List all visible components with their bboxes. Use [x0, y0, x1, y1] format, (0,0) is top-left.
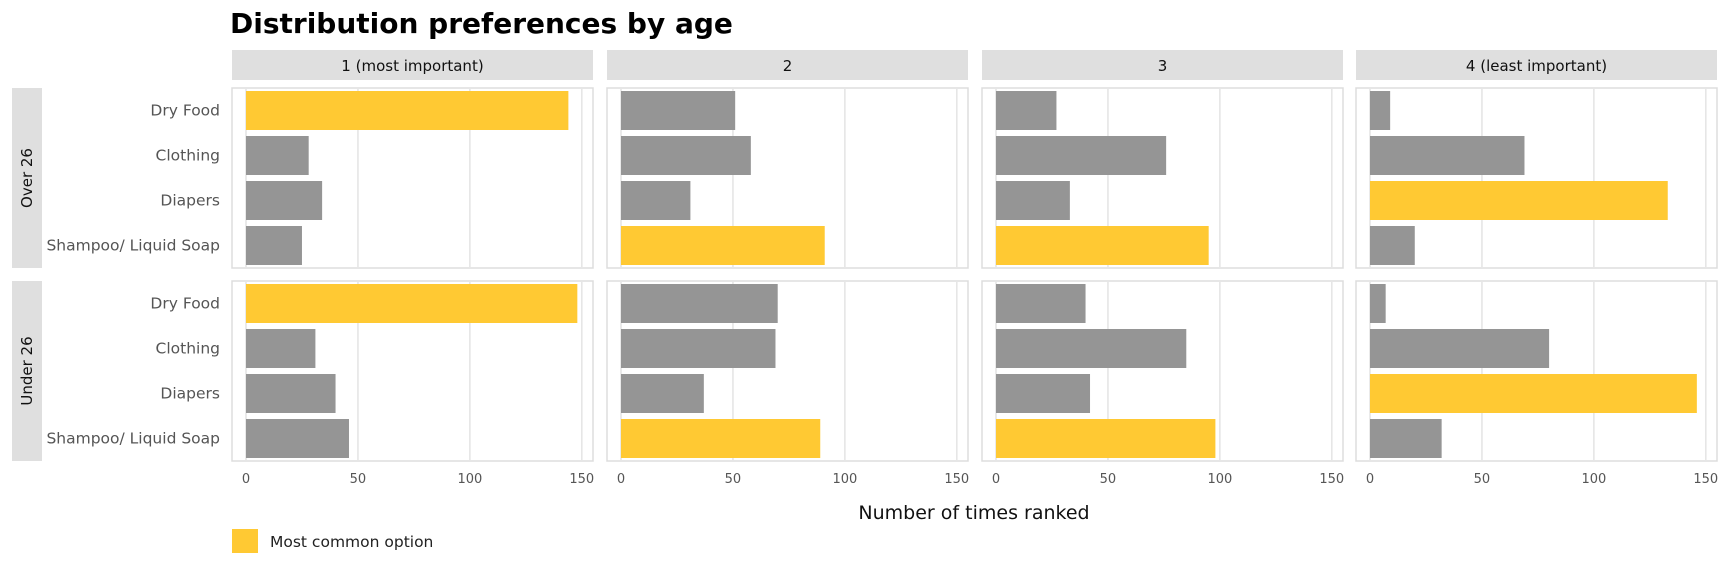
- row-strip: [12, 88, 42, 268]
- bar: [246, 374, 336, 413]
- legend-swatch: [232, 529, 258, 553]
- bar: [996, 226, 1209, 265]
- bar: [246, 136, 309, 175]
- category-label: Dry Food: [150, 102, 220, 120]
- x-tick-label: 150: [569, 472, 594, 487]
- panel-border: [1355, 87, 1718, 269]
- bar: [621, 329, 776, 368]
- x-tick-label: 100: [832, 472, 857, 487]
- x-tick-label: 100: [1581, 472, 1606, 487]
- category-label: Diapers: [160, 192, 220, 210]
- bar: [621, 136, 751, 175]
- panel-border: [981, 87, 1344, 269]
- x-tick-label: 0: [242, 472, 250, 487]
- bar: [996, 374, 1091, 413]
- x-tick-label: 150: [944, 472, 969, 487]
- column-strip-label: 2: [783, 57, 793, 75]
- legend: Most common option: [232, 529, 433, 553]
- bar: [246, 284, 578, 323]
- bar: [1370, 419, 1442, 458]
- panel-border: [231, 280, 594, 462]
- bar: [1370, 284, 1386, 323]
- bar: [246, 329, 316, 368]
- x-tick-label: 50: [1474, 472, 1491, 487]
- bar: [621, 284, 778, 323]
- panel-border: [231, 87, 594, 269]
- bar: [1370, 374, 1697, 413]
- column-strip: [607, 50, 968, 80]
- category-label: Shampoo/ Liquid Soap: [46, 237, 220, 255]
- bar: [996, 91, 1057, 130]
- x-tick-label: 50: [350, 472, 367, 487]
- bar: [246, 226, 302, 265]
- bar: [246, 419, 349, 458]
- x-tick-label: 50: [725, 472, 742, 487]
- column-strip: [982, 50, 1343, 80]
- bar: [1370, 329, 1550, 368]
- panel-border: [981, 280, 1344, 462]
- chart-panels: 1 (most important) 2 3 4 (least important) O…: [12, 50, 1718, 487]
- x-tick-label: 0: [992, 472, 1000, 487]
- category-label: Shampoo/ Liquid Soap: [46, 430, 220, 448]
- bar: [621, 181, 691, 220]
- bar: [246, 181, 323, 220]
- chart-title: Distribution preferences by age: [230, 7, 733, 40]
- x-tick-label: 150: [1693, 472, 1718, 487]
- x-tick-label: 0: [1366, 472, 1374, 487]
- x-tick-label: 150: [1319, 472, 1344, 487]
- bar: [1370, 181, 1668, 220]
- row-strip: [12, 281, 42, 461]
- bar: [1370, 226, 1415, 265]
- x-tick-label: 100: [1207, 472, 1232, 487]
- column-strip-label: 1 (most important): [341, 57, 483, 75]
- bar: [621, 226, 825, 265]
- bar: [1370, 136, 1525, 175]
- bar: [621, 374, 704, 413]
- bar: [996, 419, 1216, 458]
- bar: [246, 91, 569, 130]
- row-strip-label: Over 26: [18, 148, 36, 208]
- category-label: Dry Food: [150, 295, 220, 313]
- legend-label: Most common option: [270, 533, 433, 551]
- column-strip-label: 3: [1158, 57, 1168, 75]
- bar: [996, 136, 1167, 175]
- category-label: Clothing: [156, 340, 220, 358]
- row-strip-label: Under 26: [18, 336, 36, 405]
- panel-border: [1355, 280, 1718, 462]
- x-tick-label: 100: [457, 472, 482, 487]
- column-strip: [1356, 50, 1717, 80]
- bar: [996, 181, 1070, 220]
- column-strip-label: 4 (least important): [1466, 57, 1607, 75]
- bar: [621, 91, 736, 130]
- bar: [1370, 91, 1391, 130]
- panel-border: [606, 87, 969, 269]
- bar: [996, 329, 1187, 368]
- category-label: Diapers: [160, 385, 220, 403]
- x-axis-title: Number of times ranked: [858, 502, 1089, 524]
- panel-border: [606, 280, 969, 462]
- bar: [621, 419, 821, 458]
- bar: [996, 284, 1086, 323]
- x-tick-label: 50: [1100, 472, 1117, 487]
- category-label: Clothing: [156, 147, 220, 165]
- x-tick-label: 0: [617, 472, 625, 487]
- column-strip: [232, 50, 593, 80]
